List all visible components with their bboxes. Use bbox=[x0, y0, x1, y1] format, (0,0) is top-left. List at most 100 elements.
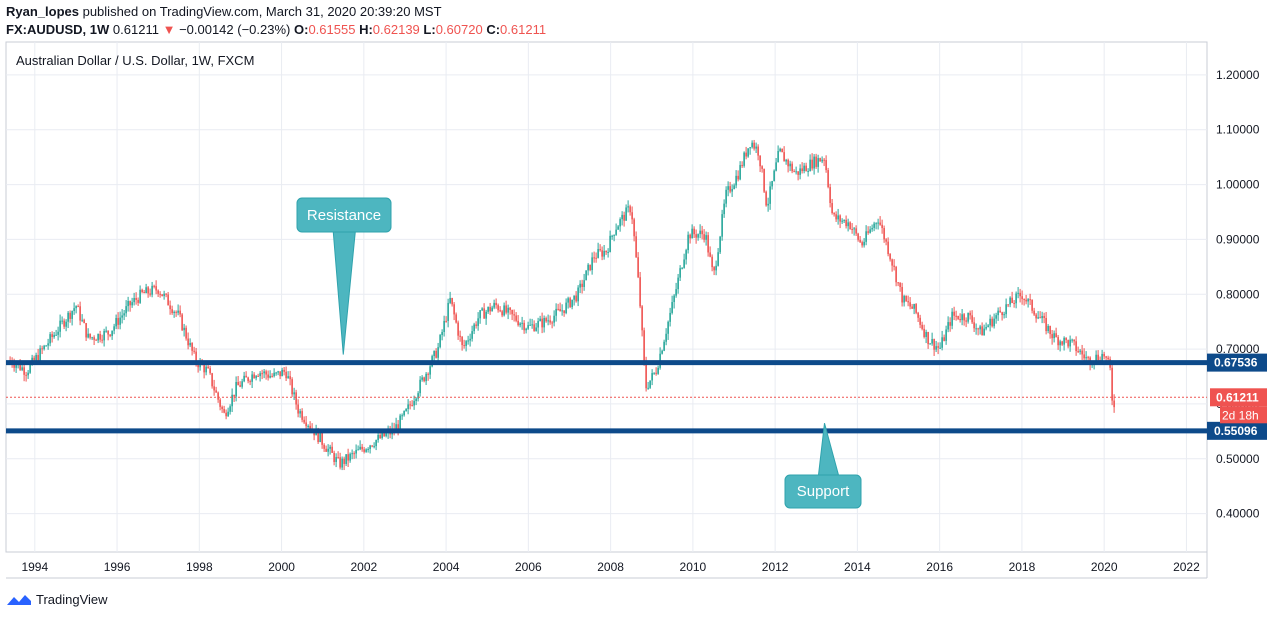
candle-body bbox=[179, 310, 181, 315]
x-tick-label: 2012 bbox=[762, 560, 789, 574]
close-value: 0.61211 bbox=[500, 22, 547, 37]
candle-body bbox=[821, 159, 823, 162]
candle-body bbox=[169, 305, 171, 310]
candle-body bbox=[839, 215, 841, 222]
candle-body bbox=[549, 320, 551, 323]
candle-body bbox=[707, 235, 709, 253]
candle-body bbox=[941, 337, 943, 348]
y-tick-label: 0.80000 bbox=[1216, 287, 1260, 301]
candle-body bbox=[1057, 337, 1059, 346]
candle-body bbox=[703, 234, 705, 240]
candle-body bbox=[447, 302, 449, 321]
candle-body bbox=[317, 429, 319, 443]
candle-body bbox=[723, 203, 725, 215]
candle-body bbox=[883, 228, 885, 240]
candle-body bbox=[281, 369, 283, 377]
candle-body bbox=[897, 282, 899, 284]
candle-body bbox=[697, 234, 699, 238]
candle-body bbox=[771, 181, 773, 187]
tradingview-logo-icon[interactable] bbox=[6, 593, 32, 607]
candle-body bbox=[125, 306, 127, 314]
open-value: 0.61555 bbox=[308, 22, 356, 37]
candle-body bbox=[453, 304, 455, 315]
candle-body bbox=[813, 156, 815, 169]
candle-body bbox=[923, 328, 925, 337]
close-label: C: bbox=[486, 22, 501, 37]
candle-body bbox=[239, 385, 241, 387]
chart-title: Australian Dollar / U.S. Dollar, 1W, FXC… bbox=[16, 53, 254, 68]
candle-body bbox=[929, 343, 931, 345]
candle-body bbox=[1007, 304, 1009, 306]
candle-body bbox=[1043, 316, 1045, 319]
candle-body bbox=[1107, 357, 1109, 360]
candle-body bbox=[171, 309, 173, 314]
candle-body bbox=[93, 337, 95, 340]
candle-body bbox=[603, 250, 605, 257]
candle-body bbox=[357, 449, 359, 451]
candle-body bbox=[867, 231, 869, 233]
candle-body bbox=[407, 404, 409, 409]
candle-body bbox=[935, 346, 937, 350]
candle-body bbox=[643, 330, 645, 363]
candle-body bbox=[421, 377, 423, 380]
candle-body bbox=[259, 373, 261, 377]
candles bbox=[9, 139, 1115, 471]
candle-body bbox=[809, 159, 811, 172]
candle-body bbox=[949, 322, 951, 326]
candle-body bbox=[153, 285, 155, 287]
low-label: L: bbox=[423, 22, 436, 37]
candle-body bbox=[975, 328, 977, 330]
candle-body bbox=[905, 295, 907, 302]
candle-body bbox=[889, 254, 891, 260]
candle-body bbox=[1061, 341, 1063, 345]
candle-body bbox=[985, 326, 987, 329]
candle-body bbox=[807, 171, 809, 173]
candle-body bbox=[213, 386, 215, 391]
candle-body bbox=[651, 373, 653, 381]
candle-body bbox=[893, 265, 895, 267]
candle-body bbox=[1021, 296, 1023, 300]
candle-body bbox=[105, 330, 107, 332]
candle-body bbox=[583, 280, 585, 287]
candle-body bbox=[1113, 400, 1115, 408]
candle-body bbox=[1105, 356, 1107, 358]
y-tick-label: 0.90000 bbox=[1216, 232, 1260, 246]
candle-body bbox=[285, 371, 287, 379]
candle-body bbox=[555, 308, 557, 316]
candle-body bbox=[717, 252, 719, 266]
candle-body bbox=[149, 293, 151, 295]
candle-body bbox=[63, 320, 65, 327]
candle-body bbox=[633, 219, 635, 237]
candle-body bbox=[101, 339, 103, 341]
candle-body bbox=[871, 227, 873, 230]
candle-body bbox=[157, 290, 159, 294]
candle-body bbox=[545, 318, 547, 322]
candle-body bbox=[757, 146, 759, 156]
candle-body bbox=[329, 446, 331, 449]
candle-body bbox=[963, 314, 965, 321]
candle-body bbox=[847, 222, 849, 227]
candle-body bbox=[639, 277, 641, 307]
candle-body bbox=[629, 206, 631, 213]
candle-body bbox=[419, 379, 421, 394]
candle-body bbox=[265, 371, 267, 375]
candle-body bbox=[735, 175, 737, 186]
last-price-tag bbox=[1210, 388, 1267, 407]
candle-body bbox=[65, 321, 67, 327]
x-tick-label: 2014 bbox=[844, 560, 871, 574]
candle-body bbox=[43, 345, 45, 350]
brand-name[interactable]: TradingView bbox=[36, 592, 108, 607]
candle-body bbox=[445, 320, 447, 322]
candle-body bbox=[247, 377, 249, 382]
candle-body bbox=[267, 374, 269, 378]
author-name[interactable]: Ryan_lopes bbox=[6, 4, 79, 19]
candle-body bbox=[155, 286, 157, 291]
candle-body bbox=[269, 375, 271, 378]
candle-body bbox=[25, 374, 27, 376]
candle-body bbox=[1101, 353, 1103, 362]
candle-body bbox=[927, 332, 929, 345]
candle-body bbox=[417, 393, 419, 399]
candle-body bbox=[1073, 339, 1075, 342]
candle-body bbox=[1005, 304, 1007, 315]
